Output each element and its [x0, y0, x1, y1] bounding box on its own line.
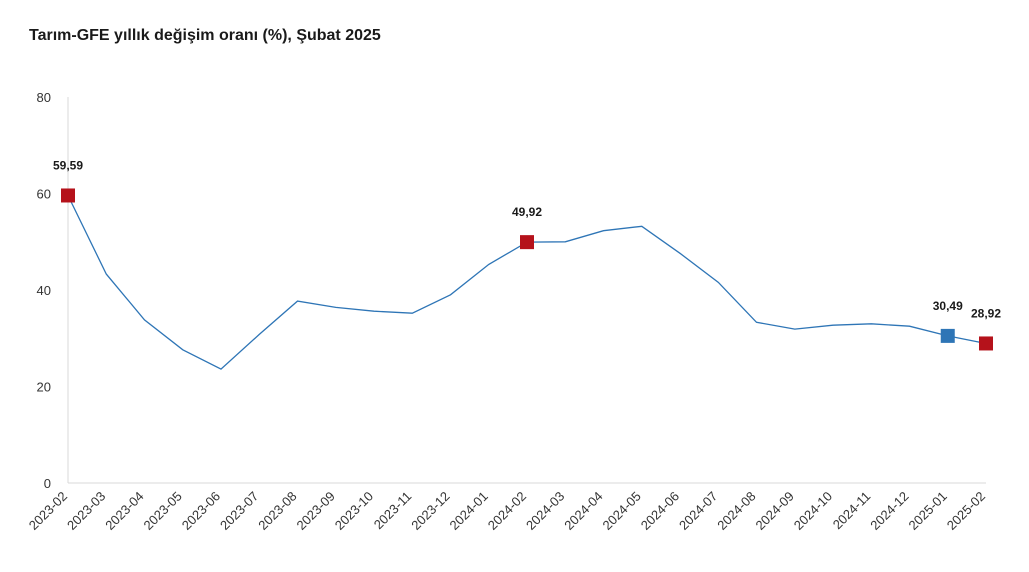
x-tick-label: 2024-06 — [638, 489, 682, 533]
x-tick-label: 2023-03 — [64, 489, 108, 533]
y-tick-label: 20 — [37, 380, 51, 395]
x-tick-label: 2023-06 — [179, 489, 223, 533]
y-tick-label: 60 — [37, 187, 51, 202]
x-tick-label: 2024-10 — [791, 489, 835, 533]
series-line — [67, 195, 987, 370]
data-point-marker — [61, 188, 75, 203]
data-label: 49,92 — [512, 205, 542, 219]
x-tick-label: 2024-04 — [561, 489, 605, 533]
x-tick-label: 2023-04 — [102, 489, 146, 533]
x-tick-label: 2025-02 — [944, 489, 988, 533]
data-point-marker — [520, 235, 534, 250]
y-tick-label: 40 — [37, 283, 51, 298]
data-point-marker — [979, 336, 993, 351]
x-tick-label: 2024-01 — [447, 489, 491, 533]
data-label: 30,49 — [933, 299, 963, 313]
x-tick-label: 2023-07 — [217, 489, 261, 533]
data-label: 59,59 — [53, 158, 83, 172]
x-tick-label: 2023-09 — [294, 489, 338, 533]
x-tick-label: 2024-03 — [523, 489, 567, 533]
x-tick-label: 2023-12 — [408, 489, 452, 533]
x-tick-label: 2024-11 — [830, 489, 874, 533]
x-tick-label: 2024-07 — [676, 489, 720, 533]
x-tick-label: 2024-09 — [753, 489, 797, 533]
x-tick-label: 2023-10 — [332, 489, 376, 533]
data-label: 28,92 — [971, 306, 1001, 320]
data-point-marker — [940, 328, 955, 343]
x-tick-label: 2024-08 — [714, 489, 758, 533]
x-tick-label: 2024-05 — [600, 489, 644, 533]
x-tick-label: 2025-01 — [906, 489, 950, 533]
x-tick-label: 2024-12 — [867, 489, 911, 533]
x-tick-label: 2024-02 — [485, 489, 529, 533]
x-tick-label: 2023-02 — [26, 489, 70, 533]
x-tick-label: 2023-05 — [141, 489, 185, 533]
chart-title: Tarım-GFE yıllık değişim oranı (%), Şuba… — [29, 27, 381, 44]
y-tick-label: 80 — [37, 90, 51, 105]
x-tick-label: 2023-08 — [255, 489, 299, 533]
y-tick-label: 0 — [44, 476, 51, 491]
x-tick-label: 2023-11 — [371, 489, 415, 533]
